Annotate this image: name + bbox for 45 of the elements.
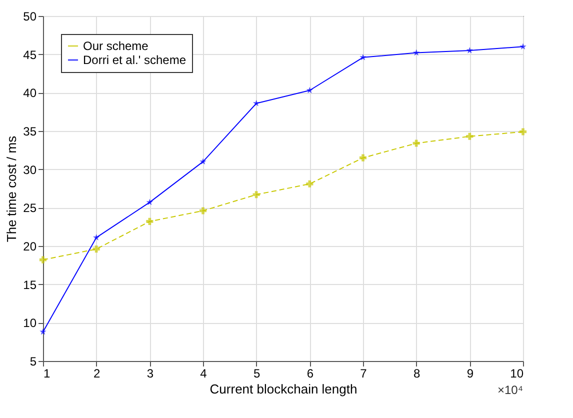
y-tick-label: 45 <box>23 48 37 62</box>
x-tick-label: 2 <box>93 366 100 380</box>
point <box>359 154 367 162</box>
point <box>252 100 260 106</box>
point <box>360 54 366 60</box>
y-axis-title: The time cost / ms <box>4 135 20 242</box>
y-tick-label: 20 <box>23 240 37 254</box>
x-tick-label: 3 <box>146 366 154 380</box>
point <box>519 128 527 136</box>
x-tick-label: 4 <box>200 366 208 380</box>
y-tick-label: 50 <box>23 10 37 24</box>
point <box>520 43 526 50</box>
x-axis-title: Current blockchain length <box>210 382 358 396</box>
point <box>92 234 100 240</box>
x-tick-label: 5 <box>253 366 260 380</box>
point <box>412 49 420 56</box>
point <box>252 191 260 198</box>
y-tick-label: 15 <box>23 278 37 292</box>
x-tick-label: 8 <box>413 366 420 380</box>
x-tick-label: 1 <box>44 366 50 380</box>
x-tick-label: 6 <box>306 366 314 380</box>
point <box>199 207 207 214</box>
point <box>412 140 420 147</box>
legend-label: Dorri et al.' scheme <box>83 53 186 67</box>
point <box>146 198 154 206</box>
point <box>40 328 46 335</box>
legend-label: Our scheme <box>83 39 149 53</box>
point <box>200 158 206 165</box>
x-tick-label: 9 <box>466 366 474 380</box>
y-tick-label: 5 <box>30 354 37 368</box>
y-tick-label: 40 <box>23 86 37 100</box>
point <box>466 46 474 54</box>
y-tick-label: 10 <box>23 316 37 330</box>
point <box>92 246 100 253</box>
point <box>466 132 474 140</box>
text: ×10⁴ <box>497 383 523 397</box>
y-tick-label: 35 <box>23 124 37 138</box>
y-tick-label: 30 <box>23 162 37 177</box>
point <box>39 256 47 264</box>
x-tick-label: 10 <box>510 366 524 380</box>
point <box>146 218 154 226</box>
x-tick-label: 7 <box>360 366 368 380</box>
point <box>306 180 314 188</box>
point <box>306 86 314 94</box>
y-tick-label: 25 <box>23 201 37 216</box>
